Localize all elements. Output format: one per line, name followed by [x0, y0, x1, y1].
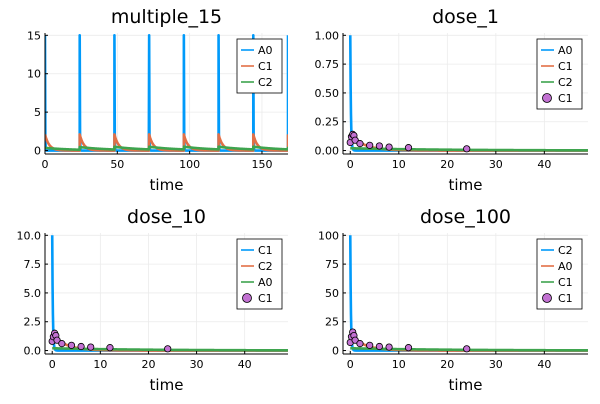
x-tick-label: 0 [42, 158, 49, 171]
x-tick-label: 0 [347, 358, 354, 371]
x-tick-label: 20 [141, 358, 155, 371]
x-tick-label: 10 [392, 358, 406, 371]
legend-entry: C2 [258, 76, 273, 89]
data-point [356, 340, 364, 348]
data-point [164, 345, 172, 353]
legend-entry: C2 [258, 260, 273, 273]
x-axis-label: time [449, 176, 483, 194]
x-tick-label: 100 [179, 158, 200, 171]
x-axis-label: time [150, 376, 184, 394]
x-tick-label: 20 [440, 158, 454, 171]
y-tick-label: 0.50 [315, 87, 340, 100]
data-point [67, 341, 76, 349]
legend: A0 C1 C2 [236, 38, 283, 94]
x-tick-label: 30 [489, 358, 503, 371]
x-axis-label: time [449, 376, 483, 394]
y-tick-label: 100 [318, 229, 339, 242]
y-tick-label: 2.5 [24, 316, 42, 329]
y-tick-label: 75 [325, 258, 339, 271]
legend-entry: C1 [558, 92, 573, 105]
x-tick-label: 0 [49, 358, 56, 371]
y-tick-label: 0 [332, 345, 339, 358]
y-tick-label: 10 [27, 68, 41, 81]
plot-area [48, 235, 288, 353]
legend-marker [542, 293, 552, 303]
data-point [385, 343, 393, 351]
legend-entry: A0 [558, 44, 573, 57]
legend-entry: C1 [558, 276, 573, 289]
legend-marker [542, 93, 552, 103]
data-point [375, 342, 383, 351]
x-tick-label: 10 [392, 158, 406, 171]
y-tick-label: 0.0 [24, 345, 42, 358]
x-tick-label: 40 [537, 158, 551, 171]
legend-entry: C1 [258, 292, 273, 305]
legend-entry: C2 [558, 244, 573, 257]
chart-title: multiple_15 [111, 6, 222, 28]
legend-entry: C1 [558, 292, 573, 305]
y-tick-label: 10.0 [17, 229, 42, 242]
y-tick-label: 0.75 [315, 58, 340, 71]
x-tick-label: 10 [93, 358, 107, 371]
x-tick-label: 150 [251, 158, 272, 171]
series-line-c2 [45, 145, 288, 152]
legend-marker [242, 293, 252, 303]
legend-entry: C2 [558, 76, 573, 89]
y-tick-label: 0.25 [315, 116, 340, 129]
chart-title: dose_10 [127, 206, 206, 228]
legend-entry: A0 [258, 44, 273, 57]
data-point [463, 345, 471, 353]
y-tick-label: 25 [325, 316, 339, 329]
x-tick-label: 40 [537, 358, 551, 371]
legend-entry: A0 [558, 260, 573, 273]
data-point [375, 142, 383, 150]
legend-entry: C1 [558, 60, 573, 73]
legend-entry: A0 [258, 276, 273, 289]
data-point [463, 145, 471, 153]
chart-title: dose_100 [420, 206, 511, 228]
legend-entry: C1 [258, 60, 273, 73]
plot-area [346, 235, 588, 353]
legend: A0 C1 C2 C1 [536, 38, 583, 110]
legend-entry: C1 [258, 244, 273, 257]
data-point [351, 136, 359, 144]
x-axis-label: time [150, 176, 184, 194]
y-tick-label: 50 [325, 287, 339, 300]
data-point [356, 140, 364, 148]
x-tick-label: 30 [489, 158, 503, 171]
legend: C2 A0 C1 C1 [536, 238, 583, 310]
y-tick-label: 0 [34, 145, 41, 158]
y-tick-label: 5.0 [24, 287, 42, 300]
x-tick-label: 30 [190, 358, 204, 371]
data-point [366, 141, 374, 149]
x-tick-label: 40 [238, 358, 252, 371]
data-point [53, 336, 61, 344]
data-point [366, 341, 374, 349]
data-point [404, 144, 413, 152]
chart-title: dose_1 [432, 6, 499, 28]
y-tick-label: 0.00 [315, 145, 340, 158]
legend: C1 C2 A0 C1 [236, 238, 283, 310]
data-point [404, 344, 413, 352]
data-point [58, 340, 66, 348]
x-tick-label: 20 [440, 358, 454, 371]
data-point [87, 343, 95, 351]
data-point [351, 336, 359, 344]
plot-area [346, 35, 588, 153]
y-tick-label: 1.00 [315, 29, 340, 42]
y-tick-label: 15 [27, 29, 41, 42]
data-point [106, 344, 114, 352]
y-tick-label: 7.5 [24, 258, 42, 271]
data-point [385, 143, 393, 151]
data-point [77, 342, 85, 351]
x-tick-label: 0 [347, 158, 354, 171]
x-tick-label: 50 [110, 158, 124, 171]
plot-area [45, 34, 288, 152]
y-tick-label: 5 [34, 106, 41, 119]
